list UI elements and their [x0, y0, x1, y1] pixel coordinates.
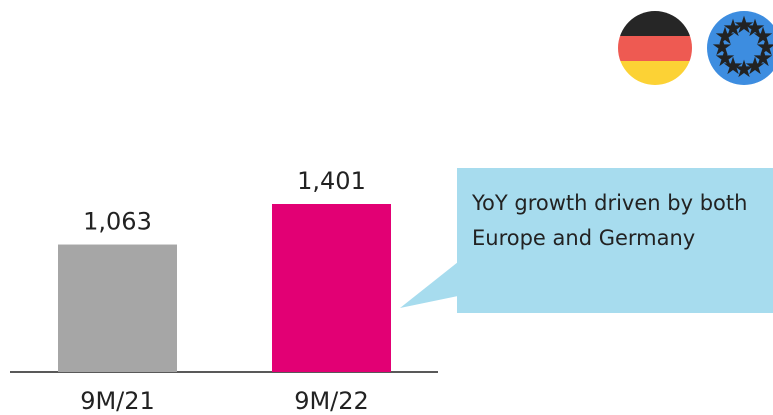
svg-text:★: ★ — [722, 14, 744, 42]
annotation: YoY growth driven by both Europe and Ger… — [472, 191, 748, 250]
svg-text:★: ★ — [744, 14, 766, 42]
callout-box — [457, 168, 773, 313]
svg-text:★: ★ — [711, 33, 733, 61]
bar — [58, 244, 177, 372]
svg-text:★: ★ — [744, 52, 766, 80]
svg-text:★: ★ — [752, 22, 773, 50]
x-tick-label: 9M/22 — [294, 387, 369, 415]
svg-text:★: ★ — [733, 55, 755, 83]
bar — [272, 204, 391, 372]
value-label: 1,401 — [297, 167, 366, 195]
value-label: 1,063 — [83, 208, 152, 236]
svg-text:★: ★ — [714, 44, 736, 72]
svg-text:★: ★ — [752, 44, 773, 72]
callout-pointer — [400, 262, 458, 308]
eu-flag: ★★★★ ★★★★ ★★★★ — [707, 11, 773, 85]
svg-text:★: ★ — [733, 11, 755, 39]
svg-text:★: ★ — [714, 22, 736, 50]
svg-text:★: ★ — [755, 33, 773, 61]
germany-flag — [618, 11, 692, 85]
svg-text:★: ★ — [722, 52, 744, 80]
x-tick-label: 9M/21 — [80, 387, 155, 415]
